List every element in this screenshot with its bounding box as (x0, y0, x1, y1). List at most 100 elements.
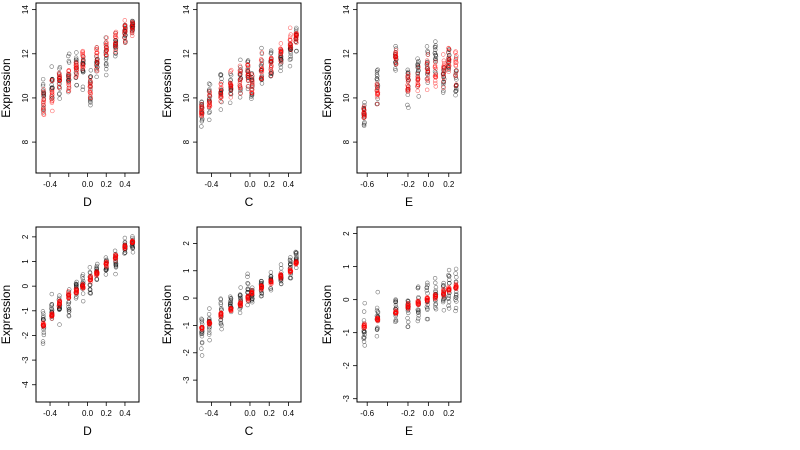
x-tick-label: -0.4 (205, 409, 219, 418)
point-red (94, 63, 99, 68)
point-black (199, 353, 205, 358)
point-red (73, 74, 79, 80)
point-black (361, 309, 367, 314)
point-red (293, 259, 299, 264)
point-black (406, 319, 411, 325)
point-black (453, 266, 459, 272)
point-red (246, 71, 251, 76)
point-red (375, 101, 380, 107)
point-black (218, 297, 224, 302)
point-red (206, 98, 212, 104)
point-red (66, 83, 72, 88)
y-tick-label: 1 (182, 268, 191, 273)
x-tick-label: 0.0 (82, 409, 94, 418)
point-black (453, 70, 459, 76)
point-red (104, 47, 109, 53)
point-red (122, 246, 127, 252)
panel-4: -0.4 0.0 0.2 0.4 -4 -3 -2 -1 0 1 2 D Expression (0, 226, 140, 438)
point-red (57, 72, 62, 77)
point-black (425, 80, 430, 85)
point-black (374, 327, 380, 332)
point-red (268, 279, 273, 284)
point-red (250, 87, 255, 92)
point-black (88, 68, 94, 73)
point-black (104, 72, 109, 78)
y-tick-label: 12 (21, 49, 30, 58)
point-black (453, 305, 459, 311)
point-red (237, 68, 243, 73)
point-red (219, 85, 224, 90)
point-black (288, 275, 294, 281)
point-black (454, 88, 459, 93)
point-red (74, 68, 79, 73)
point-black (441, 88, 446, 93)
point-black (74, 282, 79, 287)
point-red (237, 79, 243, 84)
point-red (57, 298, 63, 303)
point-red (122, 31, 127, 36)
point-black (207, 109, 213, 114)
point-red (441, 63, 447, 68)
point-red (103, 261, 109, 267)
point-red (74, 289, 79, 294)
point-black (88, 97, 93, 102)
point-black (454, 275, 459, 280)
point-red (238, 301, 243, 306)
point-black (415, 65, 421, 71)
point-black (433, 57, 438, 62)
y-axis-title: Expression (0, 285, 13, 344)
point-black (278, 281, 284, 286)
point-red (278, 46, 283, 51)
y-axis-title: Expression (160, 58, 174, 117)
point-black (393, 318, 399, 324)
point-red (425, 70, 431, 75)
point-red (245, 84, 251, 89)
point-black (66, 307, 71, 312)
point-red (361, 324, 367, 330)
point-red (405, 87, 410, 92)
point-black (199, 333, 205, 339)
y-tick-label: -3 (182, 376, 191, 384)
point-red (446, 49, 451, 54)
point-black (73, 55, 79, 60)
point-red (416, 82, 421, 88)
point-red (94, 272, 100, 277)
point-black (446, 295, 451, 300)
point-red (425, 78, 431, 84)
point-red (406, 301, 411, 307)
point-red (199, 106, 204, 111)
point-black (57, 64, 63, 70)
point-red (40, 322, 46, 328)
point-red (40, 107, 46, 113)
point-black (49, 82, 54, 88)
point-black (104, 55, 109, 61)
point-red (88, 80, 94, 85)
point-black (207, 96, 212, 101)
point-red (258, 57, 264, 62)
point-black (416, 316, 421, 321)
point-red (112, 43, 118, 48)
point-red (113, 30, 118, 36)
point-black (415, 56, 420, 61)
y-tick-label: 14 (21, 5, 30, 14)
point-black (433, 47, 438, 52)
point-black (433, 298, 438, 303)
plot-frame (356, 226, 462, 403)
point-black (40, 341, 46, 346)
point-black (80, 272, 86, 277)
point-red (446, 56, 452, 62)
point-black (425, 64, 430, 69)
point-black (199, 119, 205, 124)
point-black (405, 92, 411, 98)
point-black (218, 302, 224, 307)
point-black (66, 53, 71, 59)
point-black (392, 319, 398, 325)
points (199, 249, 299, 358)
point-red (453, 56, 459, 62)
point-black (375, 289, 380, 295)
point-black (57, 91, 62, 96)
y-tick-label: 8 (182, 139, 191, 144)
point-red (207, 91, 212, 96)
point-red (249, 76, 254, 81)
point-red (88, 95, 93, 101)
